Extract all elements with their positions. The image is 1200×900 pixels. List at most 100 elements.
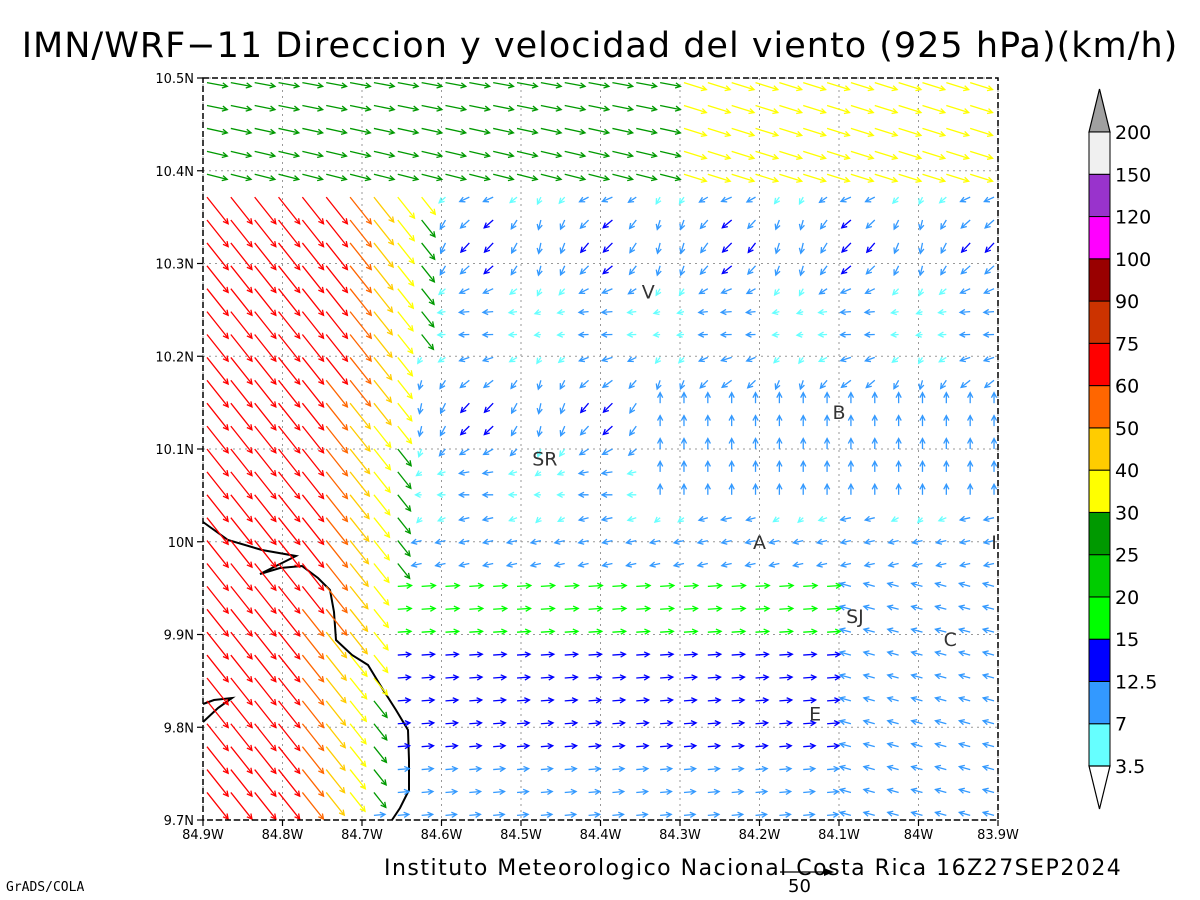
wind-vector (577, 561, 589, 568)
wind-vector (839, 331, 851, 338)
wind-vector (683, 127, 708, 138)
wind-vector (302, 173, 324, 182)
wind-vector (493, 788, 506, 796)
wind-vector (540, 742, 555, 750)
wind-vector (206, 677, 230, 706)
wind-vector (803, 605, 819, 612)
wind-vector (798, 380, 805, 391)
wind-vector (922, 173, 947, 183)
wind-vector (558, 196, 566, 205)
wind-vector (254, 517, 277, 546)
wind-vector (493, 81, 515, 89)
wind-vector (254, 242, 277, 271)
wind-vector (588, 742, 602, 750)
wind-vector (918, 288, 925, 297)
wind-vector (707, 628, 723, 635)
wind-vector (755, 605, 771, 612)
wind-vector (325, 700, 347, 727)
wind-vector (373, 746, 388, 764)
wind-vector (600, 469, 613, 476)
wind-vector (588, 150, 611, 159)
wind-vector (864, 356, 875, 363)
wind-vector (540, 697, 555, 704)
wind-vector (301, 792, 325, 821)
wind-vector (301, 563, 325, 592)
wind-vector (803, 765, 817, 773)
wind-vector (510, 379, 518, 390)
wind-vector (803, 720, 817, 727)
wind-vector (445, 104, 468, 112)
wind-vector (373, 379, 393, 404)
wind-vector (958, 331, 971, 338)
wind-vector (696, 561, 708, 568)
wind-vector (917, 357, 924, 365)
wind-vector (864, 196, 876, 203)
wind-vector (679, 380, 686, 391)
wind-vector (865, 242, 876, 254)
wind-vector (839, 288, 852, 295)
wind-vector (445, 81, 468, 89)
wind-vector (779, 765, 793, 773)
wind-vector (278, 677, 301, 706)
wind-vector (803, 104, 827, 115)
wind-vector (612, 674, 627, 681)
wind-vector (779, 811, 792, 818)
wind-vector (206, 242, 230, 271)
wind-vector (459, 219, 470, 229)
wind-vector (636, 720, 650, 727)
wind-vector (559, 380, 566, 391)
wind-vector (469, 605, 485, 612)
y-tick-label: 9.9N (164, 629, 194, 644)
wind-vector (459, 265, 470, 275)
wind-vector (397, 582, 413, 589)
wind-vector (719, 515, 732, 523)
wind-vector (397, 81, 420, 89)
wind-vector (981, 718, 995, 726)
wind-vector (301, 402, 325, 431)
wind-vector (349, 677, 368, 700)
wind-vector (731, 127, 756, 138)
wind-vector (301, 379, 325, 409)
wind-vector (601, 538, 613, 545)
wind-vector (516, 150, 539, 159)
colorbar-label: 3.5 (1115, 756, 1145, 778)
wind-vector (752, 414, 759, 427)
wind-vector (823, 391, 831, 404)
wind-vector (922, 104, 947, 115)
wind-vector (699, 265, 709, 276)
wind-vector (254, 402, 277, 431)
wind-vector (421, 811, 435, 818)
wind-vector (373, 563, 390, 584)
x-tick-label: 84.1W (818, 828, 860, 843)
wind-vector (827, 697, 841, 704)
wind-vector (254, 792, 277, 821)
wind-vector (612, 651, 627, 658)
wind-vector (683, 150, 708, 160)
wind-vector (302, 104, 325, 112)
wind-vector (325, 219, 349, 248)
wind-vector (659, 104, 682, 112)
wind-vector (744, 538, 756, 545)
wind-vector (910, 673, 923, 680)
wind-vector (507, 469, 518, 476)
wind-vector (445, 720, 460, 727)
wind-vector (457, 469, 470, 476)
wind-vector (373, 127, 396, 135)
wind-vector (301, 357, 325, 386)
wind-vector (373, 196, 395, 224)
wind-vector (847, 391, 855, 404)
wind-vector (445, 651, 460, 658)
colorbar-label: 150 (1115, 164, 1151, 186)
wind-vector (459, 402, 470, 414)
wind-vector (612, 742, 626, 750)
wind-vector (627, 196, 637, 203)
wind-vector (421, 334, 435, 351)
wind-vector (636, 674, 651, 681)
wind-vector (721, 219, 733, 229)
wind-vector (773, 288, 780, 297)
wind-vector (559, 425, 566, 437)
wind-vector (720, 196, 732, 203)
coastline-path (202, 521, 410, 821)
wind-vector (206, 700, 230, 729)
wind-vector (839, 515, 852, 523)
